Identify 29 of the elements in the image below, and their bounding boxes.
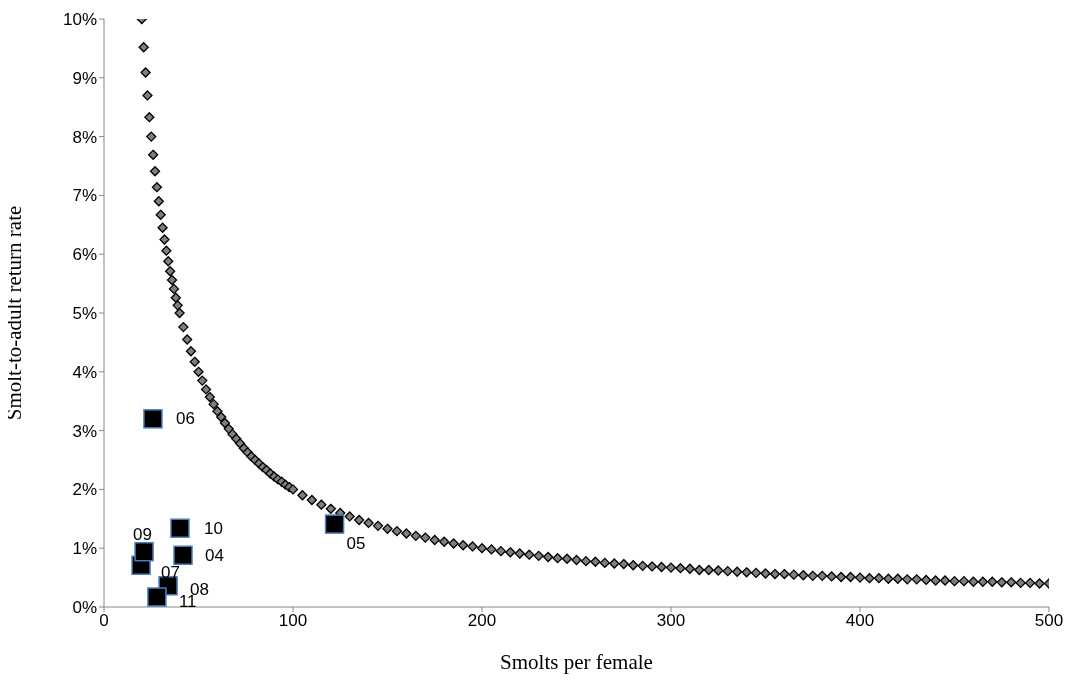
y-tick-label: 5% [72, 304, 97, 324]
x-tick-label: 100 [278, 611, 308, 631]
x-tick-label: 200 [467, 611, 497, 631]
annotation: 10 [203, 518, 223, 538]
point [324, 514, 345, 534]
x-tick-label: 400 [845, 611, 875, 631]
y-tick-label: 0% [72, 598, 97, 618]
point [134, 541, 154, 562]
y-tick-label: 9% [72, 68, 97, 88]
point [147, 587, 167, 607]
x-tick-label: 0 [99, 611, 109, 631]
y-tick-label: 7% [72, 186, 97, 206]
annotation: 06 [175, 409, 195, 429]
y-tick-label: 2% [72, 480, 97, 500]
annotation: 09 [133, 525, 152, 545]
y-tick-label: 3% [72, 421, 97, 441]
annotation: 05 [346, 533, 366, 553]
y-tick-label: 10% [62, 10, 97, 30]
y-tick-label: 6% [72, 245, 97, 265]
point [170, 518, 190, 538]
point [143, 409, 163, 429]
y-tick-label: 4% [72, 362, 97, 382]
point [173, 545, 193, 566]
y-tick-label: 1% [72, 539, 97, 559]
x-tick-label: 300 [656, 611, 686, 631]
y-tick-label: 8% [72, 127, 97, 147]
x-axis-title: Smolts per female [500, 650, 653, 674]
x-tick-label: 500 [1034, 611, 1064, 631]
annotation: 04 [205, 545, 224, 565]
